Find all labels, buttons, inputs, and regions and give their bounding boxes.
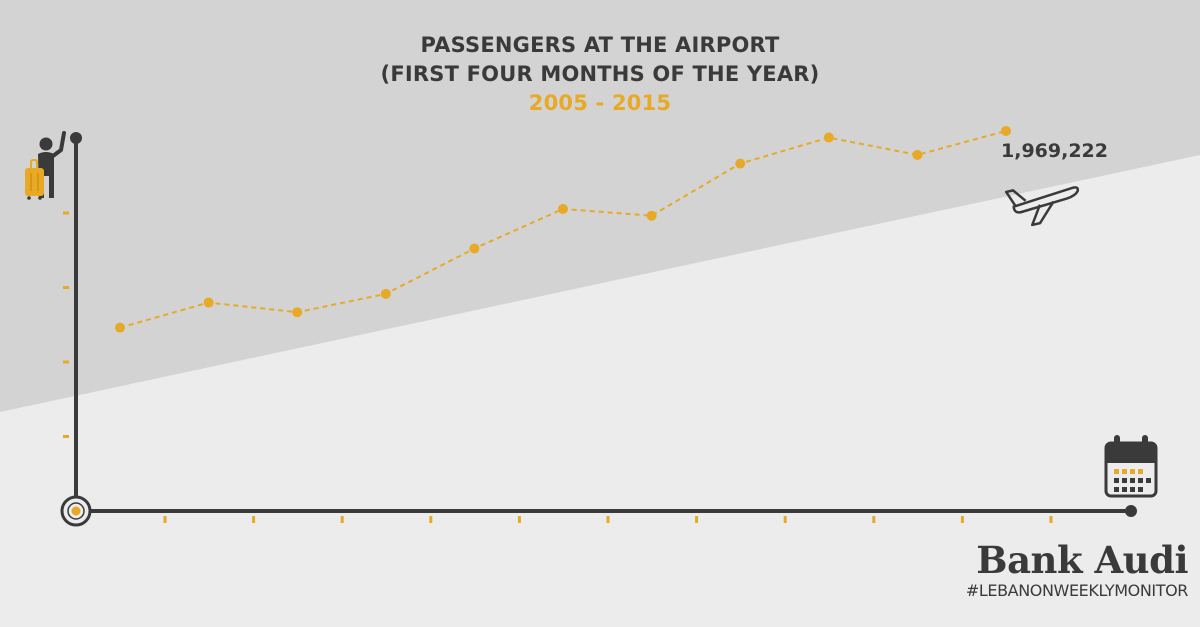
- x-ticks: [163, 516, 1053, 523]
- data-point-2009: [469, 243, 480, 254]
- y-axis: [70, 132, 82, 513]
- chart-title-line-2: (FIRST FOUR MONTHS OF THE YEAR): [380, 62, 820, 86]
- data-point-2010: [558, 203, 568, 214]
- data-label-2015: 1,969,222: [1001, 140, 1108, 162]
- data-point-2015: [1001, 125, 1011, 136]
- x-axis: [74, 505, 1137, 517]
- data-point-2005: [115, 322, 125, 333]
- x-axis-end-dot: [1125, 505, 1137, 517]
- data-point-2008: [380, 288, 391, 299]
- y-axis-end-dot: [70, 132, 82, 144]
- airplane-icon: [1004, 186, 1080, 227]
- hashtag: #LEBANONWEEKLYMONITOR: [965, 581, 1189, 600]
- chart-title-line-1: PASSENGERS AT THE AIRPORT: [420, 33, 780, 57]
- data-labels: 1,969,222: [1001, 140, 1108, 162]
- calendar-icon: [1104, 435, 1158, 498]
- data-point-2014: [912, 149, 923, 160]
- data-point-2006: [203, 297, 214, 308]
- data-point-2012: [735, 158, 746, 169]
- brand-logo-text: Bank Audi: [976, 538, 1188, 582]
- data-point-2007: [292, 307, 303, 318]
- data-point-2013: [823, 132, 834, 143]
- origin-target-icon: [60, 495, 92, 527]
- data-point-2011: [646, 210, 657, 221]
- data-points: [115, 125, 1011, 333]
- chart-subtitle: 2005 - 2015: [528, 91, 672, 115]
- y-ticks: [63, 211, 69, 438]
- traveler-with-suitcase-icon: [25, 131, 66, 200]
